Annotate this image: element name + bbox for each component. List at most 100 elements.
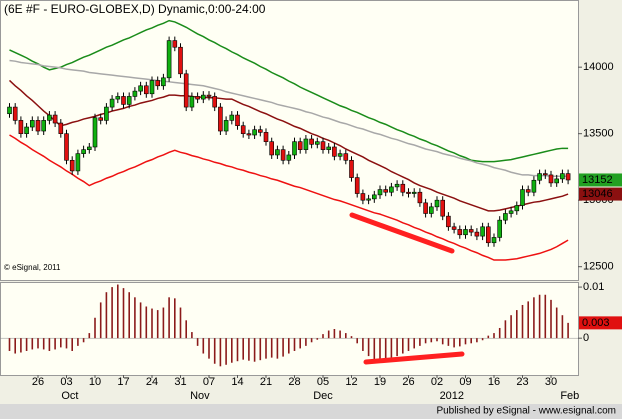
candle-body bbox=[389, 186, 394, 193]
candle-body bbox=[121, 96, 126, 105]
candle-body bbox=[423, 202, 428, 214]
candle-body bbox=[491, 237, 497, 244]
annotation-stroke bbox=[363, 351, 465, 365]
candle-body bbox=[104, 106, 109, 121]
y-tick-label: 13500 bbox=[583, 128, 614, 140]
x-tick-label: 02 bbox=[431, 376, 443, 388]
x-tick-label: 05 bbox=[317, 376, 329, 388]
candle-body bbox=[525, 189, 531, 193]
candle-body bbox=[35, 120, 41, 132]
y-tick-label: 12500 bbox=[583, 261, 614, 273]
candle-body bbox=[411, 191, 417, 194]
x-group-label: Nov bbox=[190, 390, 210, 402]
candle-body bbox=[144, 85, 149, 95]
candle-body bbox=[463, 229, 468, 236]
candle-body bbox=[280, 149, 286, 161]
candle-body bbox=[366, 198, 371, 201]
x-tick-label: 12 bbox=[345, 376, 357, 388]
candle-body bbox=[468, 229, 474, 233]
candle-body bbox=[531, 179, 537, 193]
candle-body bbox=[218, 106, 223, 132]
candle-body bbox=[229, 114, 235, 121]
x-tick-label: 31 bbox=[174, 376, 186, 388]
candle-body bbox=[497, 219, 503, 238]
candle-body bbox=[394, 183, 400, 188]
candle-body bbox=[240, 125, 246, 134]
candle-body bbox=[12, 106, 18, 121]
candle-body bbox=[297, 141, 303, 150]
footer-bar bbox=[0, 404, 622, 419]
candle-body bbox=[138, 85, 143, 92]
candle-body bbox=[406, 191, 411, 194]
band-line bbox=[9, 19, 569, 163]
candle-body bbox=[257, 129, 263, 133]
candle-body bbox=[269, 141, 275, 156]
candle-body bbox=[172, 40, 178, 48]
candle-body bbox=[52, 114, 58, 124]
candle-body bbox=[286, 154, 292, 161]
candle-body bbox=[400, 183, 406, 193]
candle-body bbox=[548, 174, 554, 184]
candle-body bbox=[41, 120, 47, 132]
x-tick-label: 16 bbox=[488, 376, 500, 388]
x-group-label: Feb bbox=[560, 390, 579, 402]
candle-body bbox=[7, 106, 12, 115]
candle-body bbox=[554, 178, 560, 184]
candle-body bbox=[178, 46, 183, 75]
annotation-stroke bbox=[349, 212, 455, 254]
x-tick-label: 09 bbox=[459, 376, 471, 388]
candle-body bbox=[275, 149, 280, 156]
candle-body bbox=[195, 96, 200, 100]
candle-body bbox=[206, 94, 212, 97]
candle-body bbox=[166, 40, 172, 79]
x-tick-label: 21 bbox=[260, 376, 272, 388]
candle-body bbox=[126, 96, 132, 105]
candle-body bbox=[457, 229, 463, 236]
candle-body bbox=[87, 146, 92, 150]
candle-body bbox=[92, 117, 98, 148]
labels: 1250013000135001400026031017243107142128… bbox=[32, 61, 622, 402]
candle-body bbox=[503, 213, 508, 221]
candle-body bbox=[508, 210, 514, 214]
candle-body bbox=[446, 215, 451, 228]
candle-body bbox=[303, 138, 309, 150]
x-tick-label: 26 bbox=[402, 376, 414, 388]
chart-title: (6E #F - EURO-GLOBEX,D) Dynamic,0:00-24:… bbox=[4, 2, 266, 16]
candle-body bbox=[537, 173, 542, 181]
candle-body bbox=[480, 226, 485, 237]
candle-body bbox=[428, 206, 434, 214]
candle-body bbox=[343, 153, 349, 161]
candle-body bbox=[75, 153, 81, 172]
candle-body bbox=[212, 96, 217, 108]
candle-body bbox=[81, 149, 86, 154]
x-tick-label: 17 bbox=[117, 376, 129, 388]
last-value-box bbox=[579, 316, 622, 330]
footer: Published by eSignal - www.esignal.com bbox=[436, 406, 616, 417]
candle-body bbox=[292, 141, 297, 156]
candle-body bbox=[560, 173, 565, 180]
candle-body bbox=[337, 153, 343, 157]
candle-body bbox=[326, 146, 332, 150]
last-value-box bbox=[579, 187, 622, 201]
x-tick-label: 30 bbox=[545, 376, 557, 388]
band-line bbox=[9, 59, 569, 177]
candle-body bbox=[235, 114, 240, 127]
x-tick-label: 19 bbox=[374, 376, 386, 388]
x-tick-label: 07 bbox=[203, 376, 215, 388]
candle-body bbox=[309, 138, 314, 145]
candle-body bbox=[109, 98, 115, 108]
candle-body bbox=[18, 120, 24, 134]
x-tick-label: 26 bbox=[32, 376, 44, 388]
candle-body bbox=[189, 96, 195, 108]
x-group-label: 2012 bbox=[440, 390, 464, 402]
candle-body bbox=[542, 173, 548, 176]
candle-body bbox=[47, 114, 52, 121]
candle-body bbox=[98, 117, 103, 121]
candle-body bbox=[565, 173, 571, 181]
x-group-label: Oct bbox=[61, 390, 78, 402]
x-tick-label: 23 bbox=[516, 376, 528, 388]
candle-body bbox=[520, 189, 525, 206]
candle-body bbox=[223, 120, 229, 132]
candle-body bbox=[377, 189, 383, 196]
